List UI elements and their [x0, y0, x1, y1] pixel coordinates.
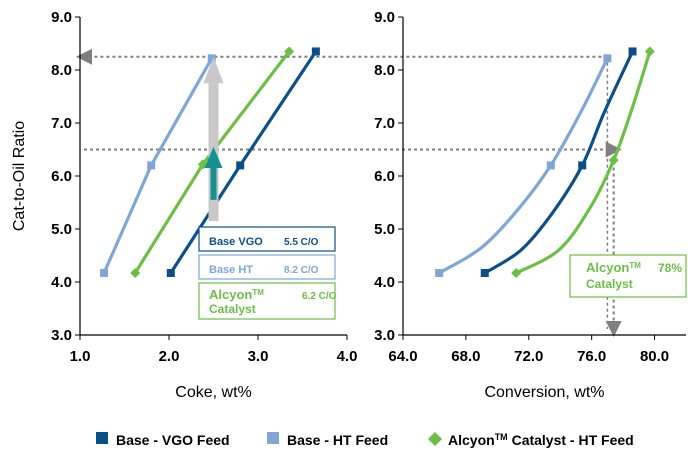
legend-marker-2: [428, 432, 442, 446]
coke-series-point-2: [284, 46, 295, 57]
conversion-y-tick-label: 4.0: [374, 274, 395, 291]
legend-label-2: AlcyonTM Catalyst - HT Feed: [448, 432, 634, 448]
text-layer: 3.0 4.0 5.0 6.0 7.0 8.0 9.0 1.0 2.0 3.0 4.0 Coke, w…: [11, 9, 682, 448]
annotation-sup-2: TM: [252, 288, 264, 297]
conversion-series-point-1: [435, 268, 444, 277]
coke-y-tick-label: 6.0: [51, 168, 72, 185]
legend-marker-0: [96, 432, 108, 444]
conversion-x-tick-label: 64.0: [388, 348, 417, 365]
coke-x-tick-label: 1.0: [70, 348, 91, 365]
guide-layer: [76, 48, 622, 337]
conversion-y-tick-label: 7.0: [374, 115, 395, 132]
conversion-series-line-2: [514, 49, 652, 275]
annotation-value-2: 6.2 C/O: [302, 291, 337, 302]
conversion-x-tick-label: 72.0: [514, 348, 543, 365]
conversion-y-tick-label: 8.0: [374, 62, 395, 79]
annotation-label-0: Base VGO: [209, 236, 263, 248]
coke-y-tick-label: 7.0: [51, 115, 72, 132]
coke-series-line-1: [102, 56, 214, 275]
conversion-series-point-0: [628, 47, 637, 56]
legend-marker-1: [267, 432, 279, 444]
conversion-series-line-0: [483, 49, 635, 275]
coke-y-tick-label: 8.0: [51, 62, 72, 79]
conversion-x-tick-label: 80.0: [640, 348, 669, 365]
conversion-y-tick-label: 6.0: [374, 168, 395, 185]
conversion-annotation-box: [569, 254, 687, 298]
conversion-annotation-label: AlcyonTM: [586, 260, 641, 275]
conversion-x-tick-label: 68.0: [451, 348, 480, 365]
legend-rest-2: Catalyst - HT Feed: [508, 432, 634, 448]
plot-layer: [75, 16, 687, 340]
gray-arrow-body: [208, 83, 219, 153]
gray-arrow-head: [203, 56, 224, 84]
conversion-series-point-2: [511, 267, 522, 278]
conversion-series-point-0: [578, 161, 587, 170]
annotation-label-1: Base HT: [209, 264, 253, 276]
annotation-box-1: [198, 254, 336, 280]
conversion-series-line-1: [437, 56, 609, 275]
conversion-annotation-value: 78%: [658, 261, 682, 275]
conversion-y-tick-label: 3.0: [374, 327, 395, 344]
conversion-y-tick-label: 9.0: [374, 9, 395, 26]
annotation-line2-2: Catalyst: [209, 302, 256, 316]
annotation-label-2: AlcyonTM: [209, 287, 264, 302]
conversion-series-point-0: [480, 268, 489, 277]
coke-series-point-1: [207, 54, 216, 63]
conversion-annotation-sup: TM: [629, 261, 641, 270]
conversion-series-point-2: [608, 155, 619, 166]
teal-arrow-body: [210, 168, 217, 200]
coke-series-point-0: [236, 161, 245, 170]
conversion-y-tick-label: 5.0: [374, 221, 395, 238]
coke-series-point-0: [311, 47, 320, 56]
annotation-value-0: 5.5 C/O: [284, 237, 319, 248]
coke-y-tick-label: 5.0: [51, 221, 72, 238]
annotation-box-2: [198, 282, 336, 320]
coke-series-point-1: [100, 268, 109, 277]
coke-x-tick-label: 4.0: [337, 348, 358, 365]
coke-y-tick-label: 3.0: [51, 327, 72, 344]
conversion-x-axis-title: Conversion, wt%: [484, 384, 604, 401]
teal-arrow-head: [204, 146, 223, 169]
annotation-box-0: [198, 226, 336, 252]
conversion-series-point-1: [546, 161, 555, 170]
coke-y-axis-title: Cat-to-Oil Ratio: [11, 121, 28, 231]
coke-x-tick-label: 2.0: [159, 348, 180, 365]
coke-series-point-1: [147, 161, 156, 170]
legend-label-1: Base - HT Feed: [287, 432, 388, 448]
conversion-series-point-2: [644, 46, 655, 57]
conversion-annotation-line2: Catalyst: [586, 277, 633, 291]
conversion-x-tick-label: 76.0: [577, 348, 606, 365]
coke-y-tick-label: 9.0: [51, 9, 72, 26]
coke-series-point-0: [166, 268, 175, 277]
coke-x-axis-title: Coke, wt%: [175, 384, 251, 401]
annotation-value-1: 8.2 C/O: [284, 265, 319, 276]
legend-sup-2: TM: [495, 432, 508, 442]
coke-x-tick-label: 3.0: [248, 348, 269, 365]
coke-y-tick-label: 4.0: [51, 274, 72, 291]
legend-label-0: Base - VGO Feed: [116, 432, 230, 448]
conversion-series-point-1: [603, 54, 612, 63]
coke-series-point-2: [130, 267, 141, 278]
